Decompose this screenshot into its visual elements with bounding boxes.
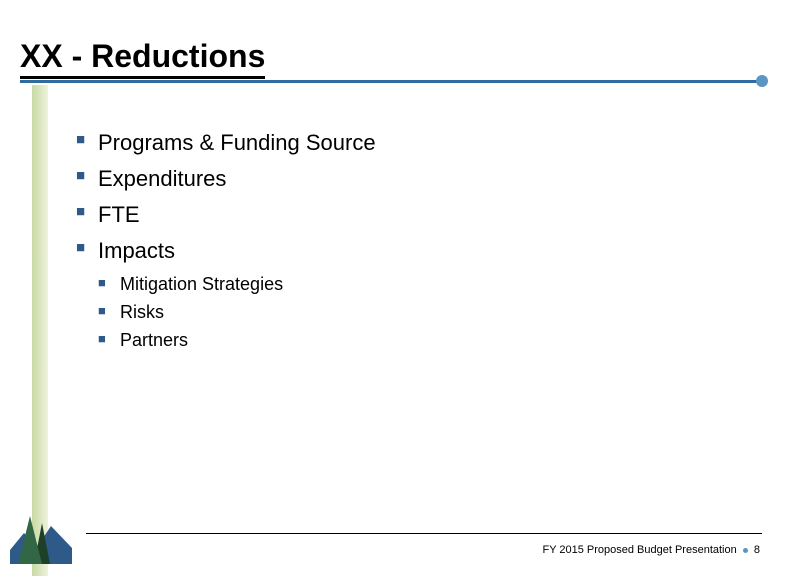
list-item: Mitigation Strategies (98, 274, 752, 295)
list-item-label: Programs & Funding Source (98, 130, 376, 155)
list-item: Partners (98, 330, 752, 351)
list-item: FTE (76, 202, 752, 228)
list-item-label: Expenditures (98, 166, 226, 191)
list-item-label: Impacts (98, 238, 175, 263)
footer-page: 8 (754, 544, 760, 556)
list-item: Impacts Mitigation Strategies Risks Partner… (76, 238, 752, 351)
slide-title: XX - Reductions (20, 38, 265, 79)
sub-bullet-list: Mitigation Strategies Risks Partners (98, 274, 752, 351)
slide-title-area: XX - Reductions (20, 38, 265, 75)
list-item-label: FTE (98, 202, 140, 227)
sidebar-accent (0, 85, 50, 576)
bullet-list: Programs & Funding Source Expenditures FTE… (76, 130, 752, 351)
slide-body: Programs & Funding Source Expenditures FTE… (76, 130, 752, 361)
logo-icon (10, 508, 72, 564)
footer-rule (86, 533, 762, 534)
list-item: Risks (98, 302, 752, 323)
sidebar-gradient (32, 85, 48, 576)
list-item-label: Mitigation Strategies (120, 274, 283, 294)
list-item-label: Risks (120, 302, 164, 322)
title-rule-wrap (20, 80, 762, 84)
footer-dot-icon (743, 548, 748, 553)
list-item-label: Partners (120, 330, 188, 350)
title-rule-dot-icon (756, 75, 768, 87)
footer-text: FY 2015 Proposed Budget Presentation 8 (542, 544, 760, 556)
list-item: Expenditures (76, 166, 752, 192)
footer-left: FY 2015 Proposed Budget Presentation (542, 544, 736, 556)
list-item: Programs & Funding Source (76, 130, 752, 156)
title-rule (20, 80, 762, 83)
